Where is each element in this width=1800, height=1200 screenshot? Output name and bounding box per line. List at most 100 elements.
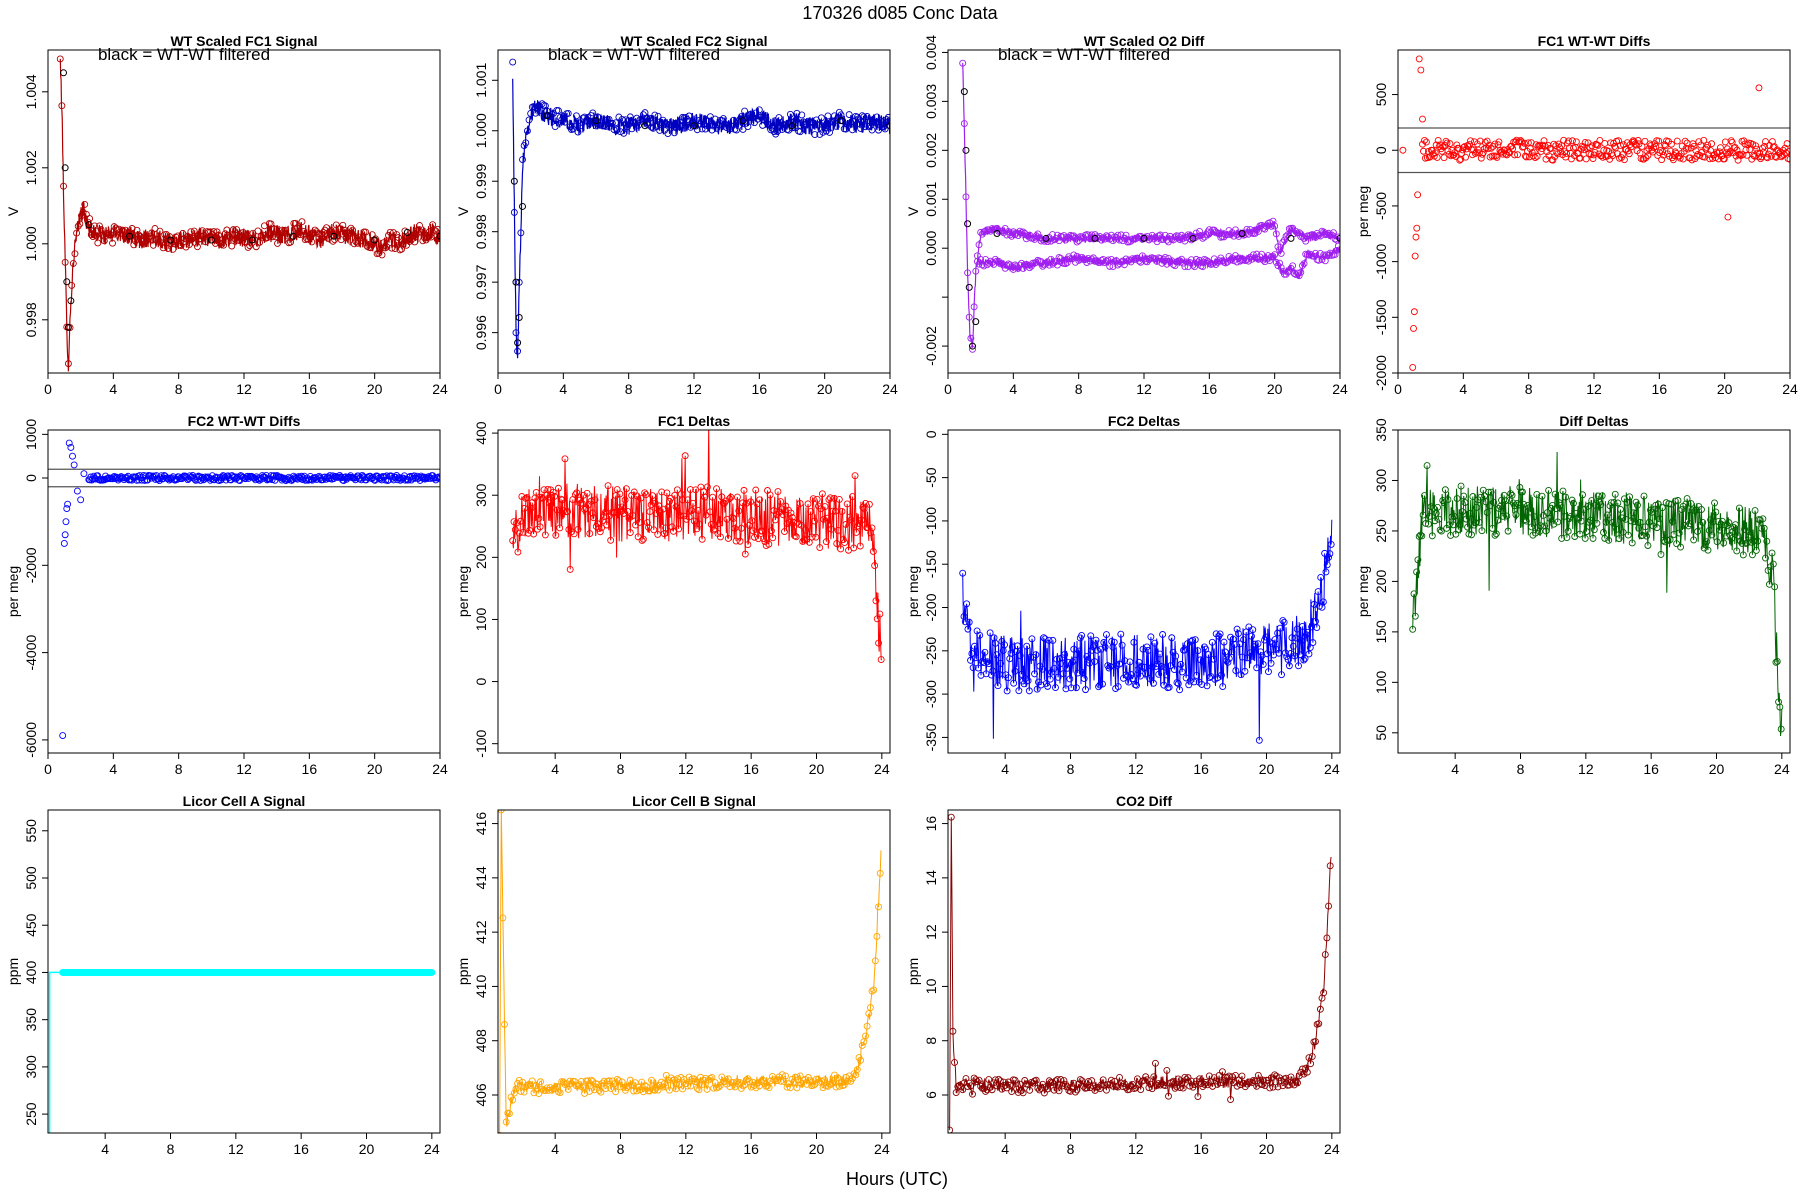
- x-tick-label: 20: [1259, 1141, 1275, 1157]
- data-point: [1125, 256, 1133, 264]
- data-point: [1078, 632, 1086, 639]
- x-tick-label: 0: [944, 381, 952, 397]
- data-point: [169, 245, 177, 253]
- data-point: [624, 508, 632, 515]
- data-point: [193, 243, 201, 251]
- data-point: [1245, 230, 1252, 238]
- data-point: [1140, 234, 1148, 242]
- data-point: [987, 671, 995, 679]
- data-point: [535, 1090, 543, 1098]
- data-point: [1755, 84, 1763, 92]
- data-point: [713, 485, 720, 493]
- data-point: [1441, 142, 1449, 149]
- data-point: [1279, 1082, 1287, 1090]
- data-point: [781, 528, 788, 536]
- data-point: [646, 508, 654, 516]
- data-point: [1454, 526, 1462, 534]
- data-point: [843, 500, 851, 508]
- data-point: [1262, 633, 1270, 641]
- data-point: [1511, 151, 1519, 159]
- data-point: [831, 507, 839, 515]
- data-point: [729, 1079, 737, 1087]
- data-point: [1490, 499, 1498, 506]
- data-point: [1593, 519, 1601, 527]
- data-point: [847, 119, 855, 127]
- data-point: [329, 237, 337, 245]
- data-point: [1227, 231, 1235, 239]
- data-point: [1297, 1068, 1305, 1076]
- data-point: [1204, 228, 1212, 236]
- data-point: [982, 670, 990, 678]
- data-point: [1016, 652, 1024, 659]
- data-point: [662, 120, 670, 128]
- data-point: [774, 488, 782, 495]
- panel-title: Diff Deltas: [1559, 413, 1628, 429]
- data-point: [1227, 1096, 1235, 1103]
- data-point: [1266, 257, 1274, 265]
- data-point: [1644, 152, 1652, 159]
- data-point: [403, 228, 411, 236]
- data-point: [1624, 531, 1632, 539]
- data-point: [1496, 502, 1504, 510]
- data-point: [1044, 1085, 1052, 1093]
- data-point: [1603, 511, 1611, 519]
- data-point: [1483, 137, 1491, 145]
- data-point: [1627, 517, 1635, 525]
- data-point: [1582, 155, 1590, 163]
- series-line: [512, 430, 883, 661]
- data-point: [1617, 141, 1624, 149]
- data-point: [698, 535, 706, 543]
- data-point: [1210, 655, 1218, 663]
- data-point: [641, 489, 649, 497]
- data-point: [857, 124, 865, 132]
- data-point: [1258, 1081, 1266, 1088]
- data-point: [1712, 508, 1720, 516]
- data-point: [564, 508, 572, 516]
- data-point: [1290, 230, 1298, 237]
- data-point: [292, 219, 299, 227]
- data-point: [1014, 265, 1022, 272]
- data-point: [715, 520, 723, 527]
- data-point: [1276, 259, 1284, 267]
- data-point: [1031, 236, 1039, 243]
- data-point: [675, 525, 683, 533]
- data-point: [1011, 1076, 1019, 1084]
- data-point: [1447, 532, 1455, 539]
- data-point: [675, 1081, 683, 1089]
- x-tick-label: 4: [1001, 761, 1009, 777]
- data-point: [623, 1084, 631, 1092]
- data-point: [104, 229, 112, 237]
- data-point: [985, 660, 993, 668]
- data-point: [1177, 660, 1185, 668]
- data-point: [689, 499, 697, 507]
- data-point: [1295, 272, 1303, 280]
- data-point: [586, 120, 593, 128]
- data-point: [1761, 142, 1768, 150]
- data-point: [598, 524, 606, 532]
- data-point: [599, 517, 607, 524]
- data-point: [1777, 725, 1785, 733]
- data-point: [870, 986, 878, 994]
- y-tick-label: 500: [23, 866, 39, 890]
- data-point: [976, 631, 984, 639]
- data-point: [1526, 508, 1534, 516]
- data-point: [1334, 233, 1340, 241]
- data-point: [1232, 1072, 1239, 1079]
- data-point: [1596, 136, 1604, 144]
- data-point: [1424, 520, 1432, 528]
- data-point: [1042, 260, 1050, 268]
- data-point: [566, 565, 574, 573]
- data-point: [599, 1079, 606, 1087]
- y-tick-label: 0.001: [923, 182, 939, 217]
- data-point: [826, 128, 834, 136]
- data-point: [347, 224, 355, 232]
- data-point: [570, 530, 578, 538]
- data-point: [769, 534, 777, 542]
- data-point: [741, 1081, 749, 1089]
- data-point: [1504, 527, 1512, 535]
- data-point: [658, 488, 666, 496]
- data-point: [1102, 631, 1110, 639]
- data-point: [1240, 1079, 1248, 1087]
- data-point: [561, 118, 569, 126]
- data-point: [715, 121, 722, 129]
